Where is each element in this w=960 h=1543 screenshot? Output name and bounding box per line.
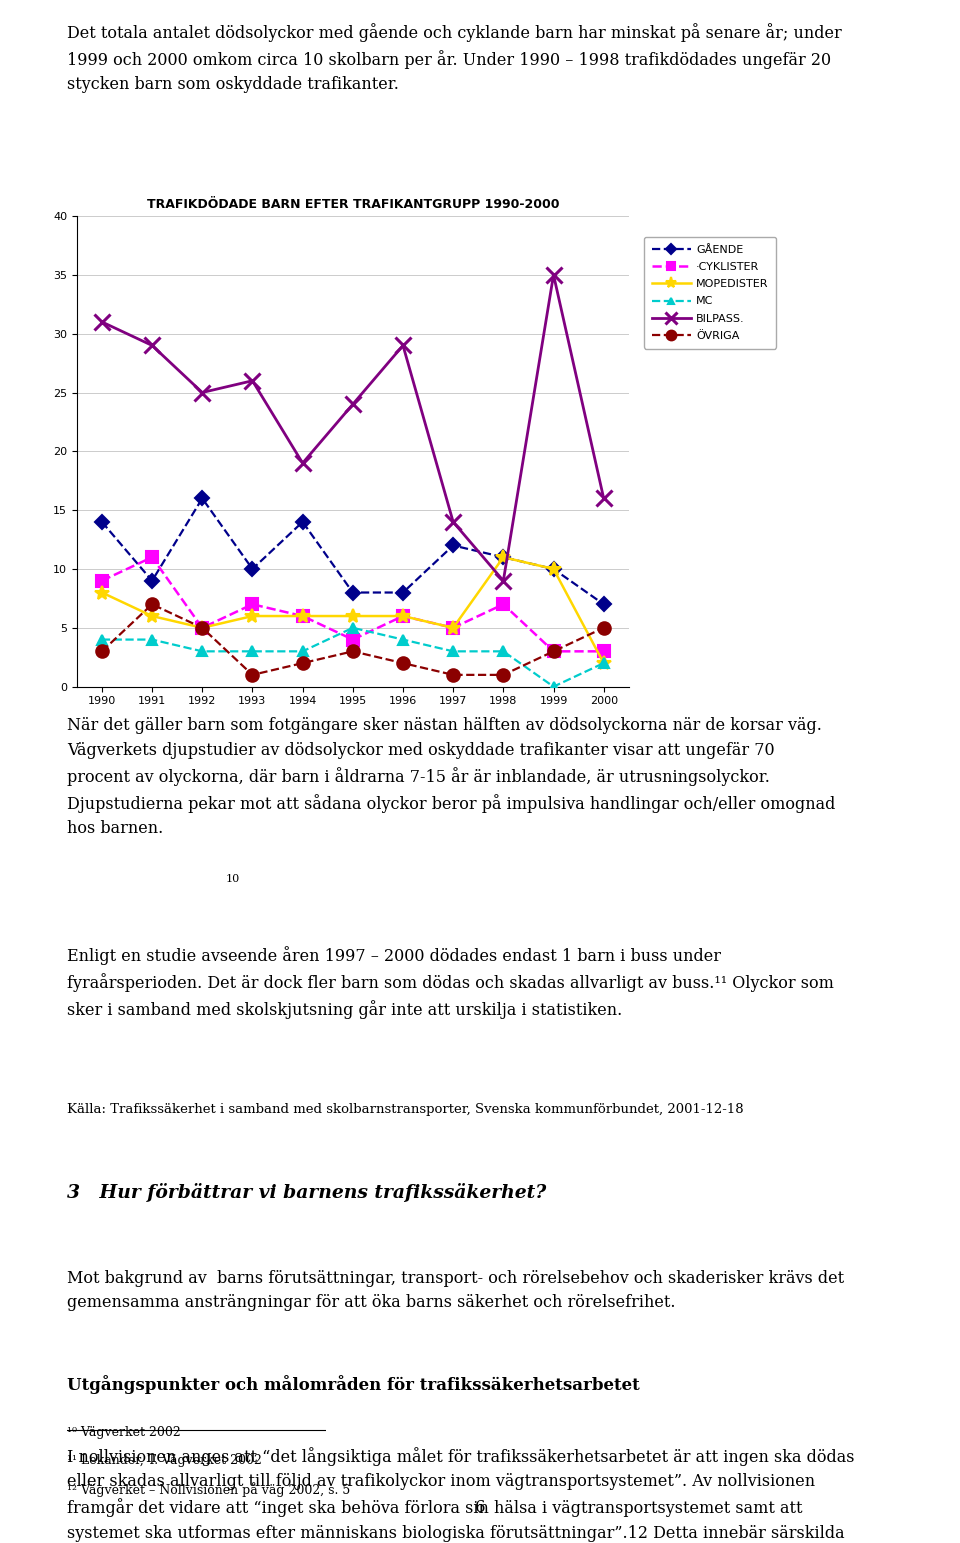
Text: ¹² Vägverket – Nollvisionen på väg 2002, s. 5: ¹² Vägverket – Nollvisionen på väg 2002,… (67, 1481, 350, 1497)
Text: 6: 6 (475, 1498, 485, 1517)
Text: Det totala antalet dödsolyckor med gående och cyklande barn har minskat på senar: Det totala antalet dödsolyckor med gåend… (67, 23, 842, 93)
Text: 10: 10 (226, 875, 240, 884)
Text: Utgångspunkter och målområden för trafikssäkerhetsarbetet: Utgångspunkter och målområden för trafik… (67, 1375, 640, 1393)
Legend: GÅENDE, ·CYKLISTER, MOPEDISTER, MC, BILPASS., ÖVRIGA: GÅENDE, ·CYKLISTER, MOPEDISTER, MC, BILP… (644, 238, 777, 349)
Text: Enligt en studie avseende åren 1997 – 2000 dödades endast 1 barn i buss under
fy: Enligt en studie avseende åren 1997 – 20… (67, 946, 834, 1018)
Text: När det gäller barn som fotgängare sker nästan hälften av dödsolyckorna när de k: När det gäller barn som fotgängare sker … (67, 717, 835, 836)
Text: Mot bakgrund av  barns förutsättningar, transport- och rörelsebehov och skaderis: Mot bakgrund av barns förutsättningar, t… (67, 1270, 845, 1312)
Text: ¹⁰ Vägverket 2002: ¹⁰ Vägverket 2002 (67, 1426, 180, 1438)
Text: ¹¹ Lekander, T. Vägverket 2002: ¹¹ Lekander, T. Vägverket 2002 (67, 1454, 262, 1467)
Text: Källa: Trafikssäkerhet i samband med skolbarnstransporter, Svenska kommunförbund: Källa: Trafikssäkerhet i samband med sko… (67, 1103, 744, 1116)
Title: TRAFIKDÖDADE BARN EFTER TRAFIKANTGRUPP 1990-2000: TRAFIKDÖDADE BARN EFTER TRAFIKANTGRUPP 1… (147, 198, 559, 211)
Text: 3   Hur förbättrar vi barnens trafikssäkerhet?: 3 Hur förbättrar vi barnens trafikssäker… (67, 1183, 546, 1202)
Text: I nollvisionen anges att “det långsiktiga målet för trafikssäkerhetsarbetet är a: I nollvisionen anges att “det långsiktig… (67, 1447, 854, 1543)
